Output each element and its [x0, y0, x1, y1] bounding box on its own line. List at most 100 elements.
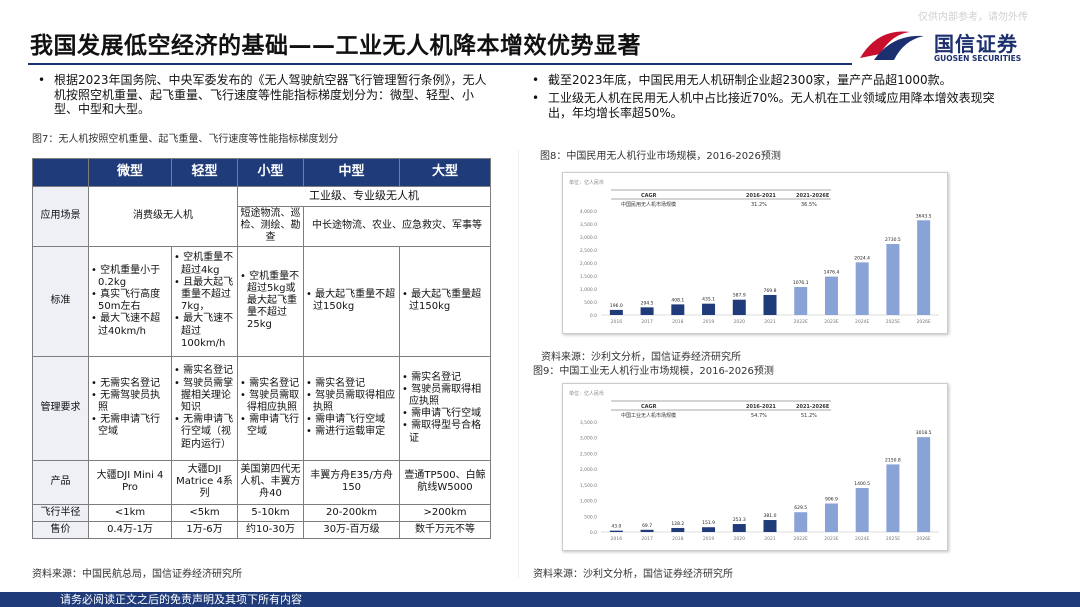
y-tick-label: 1,500.0: [580, 274, 597, 280]
row-label-products: 产品: [32, 459, 89, 505]
bar-value-label: 294.5: [641, 300, 654, 306]
bar-value-label: 3643.5: [916, 213, 932, 219]
bar: [671, 527, 685, 532]
cell-consumer: 消费级无人机: [88, 186, 238, 247]
header-medium: 中型: [303, 158, 400, 187]
list-item: • 最大飞速不超过100km/h: [174, 313, 234, 349]
table-row: 管理要求 • 无需实名登记 • 无需驾驶员执照 • 无需申请飞行空域 • 需实名登记…: [32, 355, 491, 461]
y-tick-label: 4,000.0: [580, 209, 597, 215]
cell-price-large: 数千万元不等: [399, 520, 491, 539]
cell-range-medium: 20-200km: [303, 503, 400, 522]
bar-value-label: 408.1: [671, 297, 684, 303]
bar-value-label: 3018.5: [916, 430, 932, 436]
cell-range-small: 5-10km: [237, 503, 304, 522]
drone-classification-table: 微型 轻型 小型 中型 大型 应用场景 消费级无人机 工业级、专业级无人机 短途…: [32, 158, 491, 539]
bar-value-label: 2024.4: [854, 255, 870, 261]
cagr-table-header: CAGR: [641, 193, 657, 199]
column-divider: [518, 150, 519, 578]
list-item: • 需取得型号合格证: [402, 420, 482, 444]
cell-price-micro: 0.4万-1万: [88, 520, 172, 539]
y-tick-label: 1,500.0: [580, 483, 597, 489]
list-item: • 驾驶员需掌握相关理论知识: [174, 377, 234, 413]
x-tick-label: 2017: [641, 536, 653, 542]
bar: [640, 529, 654, 532]
cell-products-small: 美国第四代无人机、丰翼方舟40: [237, 459, 304, 505]
guosen-logo: 国信证券 GUOSEN SECURITIES: [858, 24, 1058, 66]
civil-drone-market-bar-chart: 单位：亿人民币 CAGR 2016-2021 2021-2026E 中国民用无人机市场规…: [569, 179, 939, 325]
table-row: 产品 大疆DJI Mini 4 Pro 大疆DJI Matrice 4系列 美国…: [32, 459, 491, 505]
list-item: • 空机重量小于0.2kg: [91, 264, 161, 288]
bar: [855, 487, 869, 532]
x-tick-label: 2020: [734, 319, 746, 325]
y-tick-label: 500.0: [584, 514, 597, 520]
watermark: 仅供内部参考，请勿外传: [918, 12, 1028, 23]
cell-range-light: <5km: [171, 503, 238, 522]
left-bullet: • 根据2023年国务院、中央军委发布的《无人驾驶航空器飞行管理暂行条例》，无人机…: [38, 73, 494, 117]
guosen-logo-mark-icon: [860, 31, 924, 60]
cell-mid-large-use: 中长途物流、农业、应急救灾、军事等: [303, 206, 491, 247]
cell-range-micro: <1km: [88, 503, 172, 522]
bar-value-label: 1476.4: [824, 270, 840, 276]
title-rule: [28, 63, 852, 65]
y-tick-label: 2,500.0: [580, 248, 597, 254]
list-item: • 需实名登记: [306, 377, 366, 389]
list-item: • 需申请飞行空域: [240, 414, 300, 438]
y-tick-label: 0.0: [590, 530, 597, 536]
right-bullet-2-text: 工业级无人机在民用无人机中占比接近70%。无人机在工业领域应用降本增效表现突出，…: [548, 91, 995, 120]
bar: [824, 276, 838, 315]
x-tick-label: 2018: [672, 536, 684, 542]
table-row: 售价 0.4万-1万 1万-6万 约10-30万 30万-百万级 数千万元不等: [32, 520, 491, 539]
cell-light-small-use: 短途物流、巡检、测绘、勘查: [237, 206, 304, 247]
cell-mgmt-micro: • 无需实名登记 • 无需驾驶员执照 • 无需申请飞行空域: [88, 355, 172, 461]
cagr-table-cell: 中国民用无人机市场规模: [621, 201, 676, 208]
bar-value-label: 128.2: [671, 521, 684, 527]
x-tick-label: 2016: [611, 536, 623, 542]
right-bullet-1-text: 截至2023年底，中国民用无人机研制企业超2300家，量产产品超1000款。: [548, 73, 952, 87]
footer-bar: 请务必阅读正文之后的免责声明及其项下所有内容: [0, 592, 1080, 607]
footer-disclaimer: 请务必阅读正文之后的免责声明及其项下所有内容: [60, 593, 302, 606]
bar: [702, 527, 716, 532]
chart-unit-label: 单位：亿人民币: [569, 179, 604, 186]
row-label-price: 售价: [32, 520, 89, 539]
cell-range-large: >200km: [399, 503, 491, 522]
row-label-range: 飞行半径: [32, 503, 89, 522]
cagr-table-header: 2021-2026E: [796, 193, 830, 199]
x-tick-label: 2021: [764, 536, 776, 542]
y-tick-label: 2,000.0: [580, 467, 597, 473]
bar-value-label: 1400.5: [854, 481, 870, 487]
bar-value-label: 906.9: [825, 496, 838, 502]
x-tick-label: 2020: [734, 536, 746, 542]
cagr-table-header: CAGR: [641, 404, 657, 410]
page-title: 我国发展低空经济的基础——工业无人机降本增效优势显著: [30, 33, 641, 59]
y-tick-label: 3,500.0: [580, 222, 597, 228]
bar: [824, 503, 838, 532]
x-tick-label: 2022E: [794, 319, 808, 325]
cell-mgmt-small: • 需实名登记 • 驾驶员需取得相应执照 • 需申请飞行空域: [237, 355, 304, 461]
cell-standard-medium: • 最大起飞重量不超过150kg: [303, 245, 400, 357]
row-label-management: 管理要求: [32, 355, 89, 461]
bar: [763, 294, 777, 315]
cagr-table-cell: 54.7%: [751, 413, 767, 419]
chart-unit-label: 单位：亿人民币: [569, 390, 604, 397]
logo-name-cn: 国信证券: [934, 32, 1018, 56]
x-tick-label: 2022E: [794, 536, 808, 542]
chart1-source: 资料来源：沙利文分析，国信证券经济研究所: [541, 352, 741, 363]
x-tick-label: 2025E: [886, 536, 900, 542]
bar: [732, 524, 746, 532]
bar: [794, 287, 808, 315]
cell-products-medium: 丰翼方舟E35/方舟150: [303, 459, 400, 505]
list-item: • 且最大起飞重量不超过7kg，: [174, 276, 234, 313]
list-item: • 需申请飞行空域: [306, 414, 386, 426]
y-tick-label: 1,000.0: [580, 287, 597, 293]
x-tick-label: 2016: [611, 319, 623, 325]
cagr-table-header: 2016-2021: [746, 193, 776, 199]
y-tick-label: 3,500.0: [580, 420, 597, 426]
list-item: • 空机重量不超过4kg: [174, 252, 234, 276]
table-caption: 图7：无人机按照空机重量、起飞重量、飞行速度等性能指标梯度划分: [32, 134, 339, 145]
bar-value-label: 769.8: [764, 288, 777, 294]
cell-standard-large: • 最大起飞重量超过150kg: [399, 245, 491, 357]
cagr-table-header: 2016-2021: [746, 404, 776, 410]
header-micro: 微型: [88, 158, 172, 187]
table-header-row: 微型 轻型 小型 中型 大型: [32, 158, 491, 187]
table-row: 标准 • 空机重量小于0.2kg • 真实飞行高度50m左右 • 最大飞速不超过40…: [32, 245, 491, 357]
